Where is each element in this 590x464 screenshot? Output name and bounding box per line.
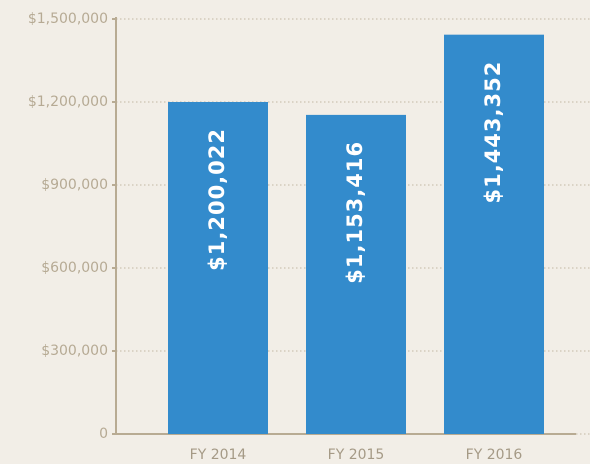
y-tick-label: 0 <box>99 426 108 442</box>
y-tick-label: $1,200,000 <box>28 94 108 110</box>
bar <box>444 34 544 435</box>
x-tick-label: FY 2015 <box>328 447 385 463</box>
value-label: $1,153,416 <box>343 141 367 284</box>
y-tick-label: $300,000 <box>41 343 108 359</box>
value-label: $1,200,022 <box>205 128 229 271</box>
value-label: $1,443,352 <box>481 61 505 204</box>
y-tick-label: $900,000 <box>41 177 108 193</box>
y-tick-label: $600,000 <box>41 260 108 276</box>
x-tick-label: FY 2014 <box>190 447 247 463</box>
bar <box>306 114 406 434</box>
bar <box>168 101 268 435</box>
x-tick-label: FY 2016 <box>466 447 523 463</box>
y-tick-label: $1,500,000 <box>28 11 108 27</box>
